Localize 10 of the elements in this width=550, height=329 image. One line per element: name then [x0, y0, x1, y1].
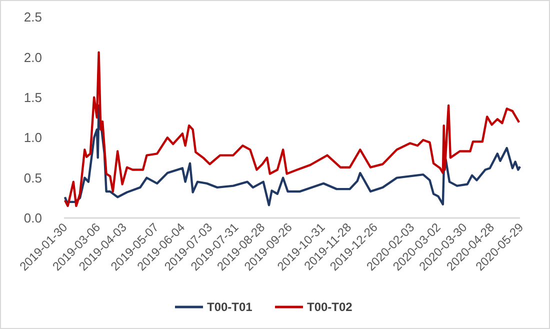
line-series	[64, 104, 522, 206]
y-tick-label: 0.5	[24, 170, 42, 186]
y-tick-label: 2.5	[24, 10, 42, 25]
y-tick-label: 1.5	[24, 90, 42, 105]
legend-label: T00-T01	[207, 300, 253, 314]
line-series	[64, 51, 520, 208]
y-tick-label: 2.0	[24, 50, 42, 65]
y-tick-label: 1.0	[24, 130, 42, 146]
y-tick-label: 0.0	[24, 210, 42, 226]
legend-label: T00-T02	[307, 300, 353, 314]
